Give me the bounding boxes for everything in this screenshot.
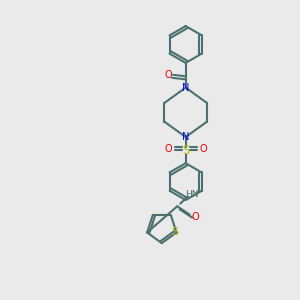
Text: O: O	[164, 70, 172, 80]
Text: N: N	[182, 132, 189, 142]
Text: O: O	[191, 212, 199, 222]
Text: O: O	[200, 144, 207, 154]
Text: HN: HN	[185, 190, 198, 199]
Text: O: O	[164, 144, 172, 154]
Text: N: N	[182, 82, 189, 93]
Text: S: S	[172, 227, 179, 238]
Text: S: S	[182, 144, 189, 157]
